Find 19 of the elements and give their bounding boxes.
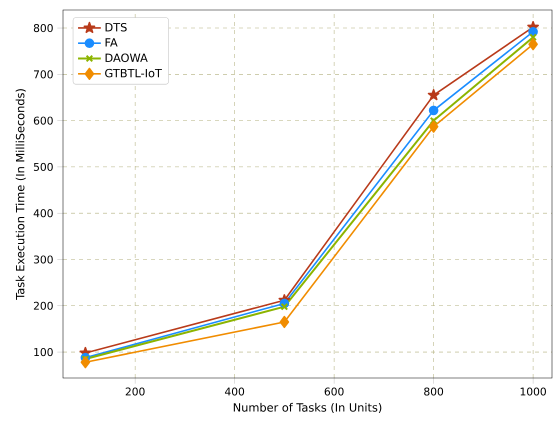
y-tick-label: 800 xyxy=(34,24,53,32)
x-tick-label: 200 xyxy=(126,387,145,396)
legend-label: FA xyxy=(106,38,118,47)
x-tick-label: 400 xyxy=(224,387,244,396)
legend-label: DAOWA xyxy=(106,53,148,62)
y-tick-label: 700 xyxy=(34,70,53,78)
x-tick-label: 1000 xyxy=(520,387,546,396)
y-tick-label: 600 xyxy=(34,116,53,125)
x-axis-title: Number of Tasks (In Units) xyxy=(234,402,382,414)
legend-label: GTBTL-IoT xyxy=(105,68,162,78)
legend-label: DTS xyxy=(106,22,127,32)
y-axis-title: Task Execution Time (In MilliSeconds) xyxy=(16,89,26,300)
x-tick-label: 600 xyxy=(324,387,344,396)
y-tick-label: 300 xyxy=(34,255,53,264)
y-tick-label: 400 xyxy=(34,209,53,218)
y-tick-label: 100 xyxy=(34,348,53,356)
y-tick-label: 500 xyxy=(34,162,53,171)
x-tick-label: 800 xyxy=(424,387,444,396)
y-tick-label: 200 xyxy=(34,302,53,310)
